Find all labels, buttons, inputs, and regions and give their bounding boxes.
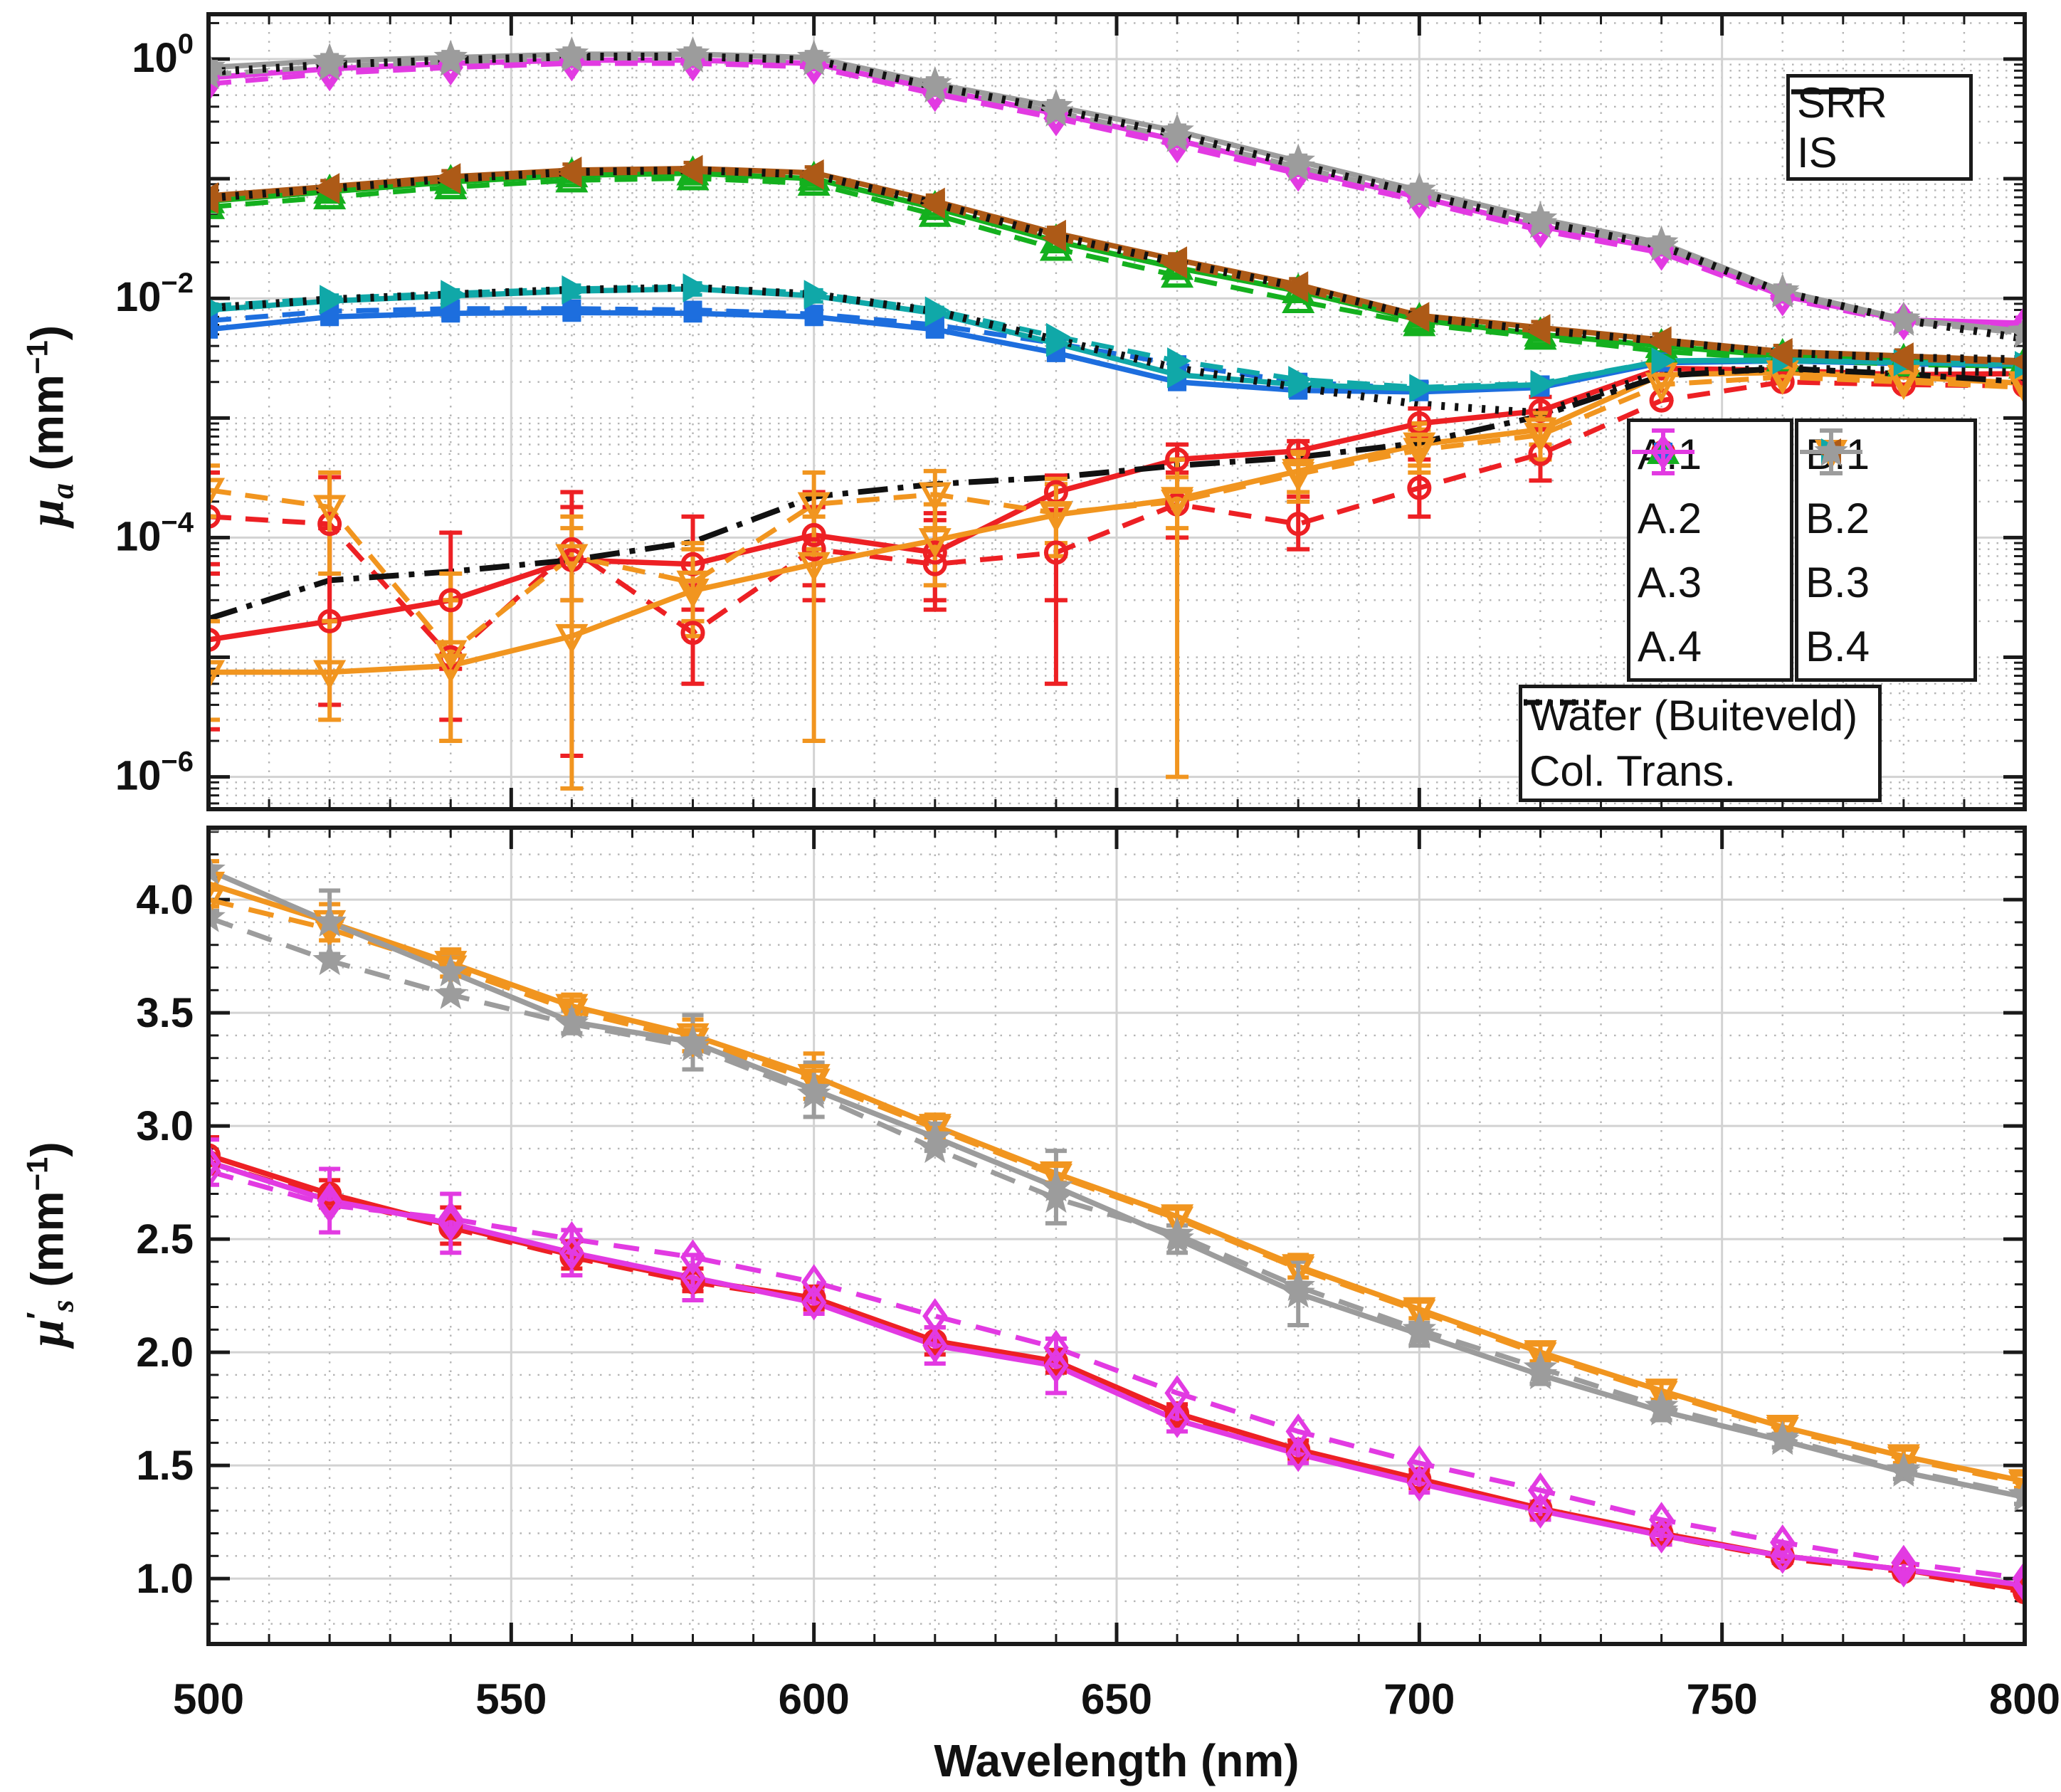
legend-label: A.3 xyxy=(1638,558,1702,606)
legend-row-a-2: A.2 xyxy=(1630,428,1790,543)
svg-text:Wavelength (nm): Wavelength (nm) xyxy=(934,1735,1299,1786)
svg-text:10−6: 10−6 xyxy=(115,747,194,799)
legend-group-b: B.1B.2B.3B.4 xyxy=(1795,418,1977,682)
legend-label: Water (Buiteveld) xyxy=(1529,692,1858,740)
diamond-marker-icon xyxy=(1632,428,1694,475)
svg-text:100: 100 xyxy=(132,28,194,81)
svg-text:800: 800 xyxy=(1989,1675,2060,1723)
svg-text:10−2: 10−2 xyxy=(115,268,194,320)
svg-text:750: 750 xyxy=(1687,1675,1758,1723)
svg-text:2.0: 2.0 xyxy=(136,1329,194,1376)
legend-row-a-3: A.3 xyxy=(1630,428,1790,607)
legend-label: B.4 xyxy=(1806,622,1870,670)
svg-text:550: 550 xyxy=(475,1675,547,1723)
star-marker-icon xyxy=(1800,428,1862,475)
svg-text:600: 600 xyxy=(779,1675,850,1723)
svg-text:650: 650 xyxy=(1081,1675,1152,1723)
legend-row-is: IS xyxy=(1790,89,1969,177)
legend-label: B.2 xyxy=(1806,494,1870,542)
legend-row-coltrans: Col. Trans. xyxy=(1522,699,1878,796)
legend-label: A.4 xyxy=(1638,622,1702,670)
legend-line-style: SRR IS xyxy=(1786,74,1973,181)
legend-label: A.2 xyxy=(1638,494,1702,542)
legend-group-a: A.1A.2A.3A.4 xyxy=(1627,418,1793,682)
svg-text:10−4: 10−4 xyxy=(115,507,194,559)
svg-text:3.0: 3.0 xyxy=(136,1103,194,1149)
legend-row-water: Water (Buiteveld) xyxy=(1522,691,1878,740)
legend-label: IS xyxy=(1797,128,1838,176)
legend-reference: Water (Buiteveld) Col. Trans. xyxy=(1519,685,1882,802)
svg-text:1.0: 1.0 xyxy=(136,1556,194,1602)
is-line-icon xyxy=(1791,89,1865,95)
legend-row-b-3: B.3 xyxy=(1798,428,1973,607)
svg-text:500: 500 xyxy=(173,1675,244,1723)
legend-label: B.3 xyxy=(1806,558,1870,606)
legend-label: Col. Trans. xyxy=(1529,747,1736,795)
legend-row-b-2: B.2 xyxy=(1798,428,1973,543)
bottom-y-axis-label: μ′s (mm−1) xyxy=(19,1142,80,1347)
legend-row-b-4: B.4 xyxy=(1798,428,1973,671)
svg-text:3.5: 3.5 xyxy=(136,990,194,1036)
svg-text:700: 700 xyxy=(1383,1675,1455,1723)
legend-row-a-4: A.4 xyxy=(1630,428,1790,671)
svg-text:4.0: 4.0 xyxy=(136,877,194,923)
dotted-line-icon xyxy=(1524,699,1606,706)
legend-label: SRR xyxy=(1797,78,1887,127)
svg-text:2.5: 2.5 xyxy=(136,1216,194,1263)
top-y-axis-label: μa (mm−1) xyxy=(19,325,80,527)
svg-text:1.5: 1.5 xyxy=(136,1443,194,1489)
